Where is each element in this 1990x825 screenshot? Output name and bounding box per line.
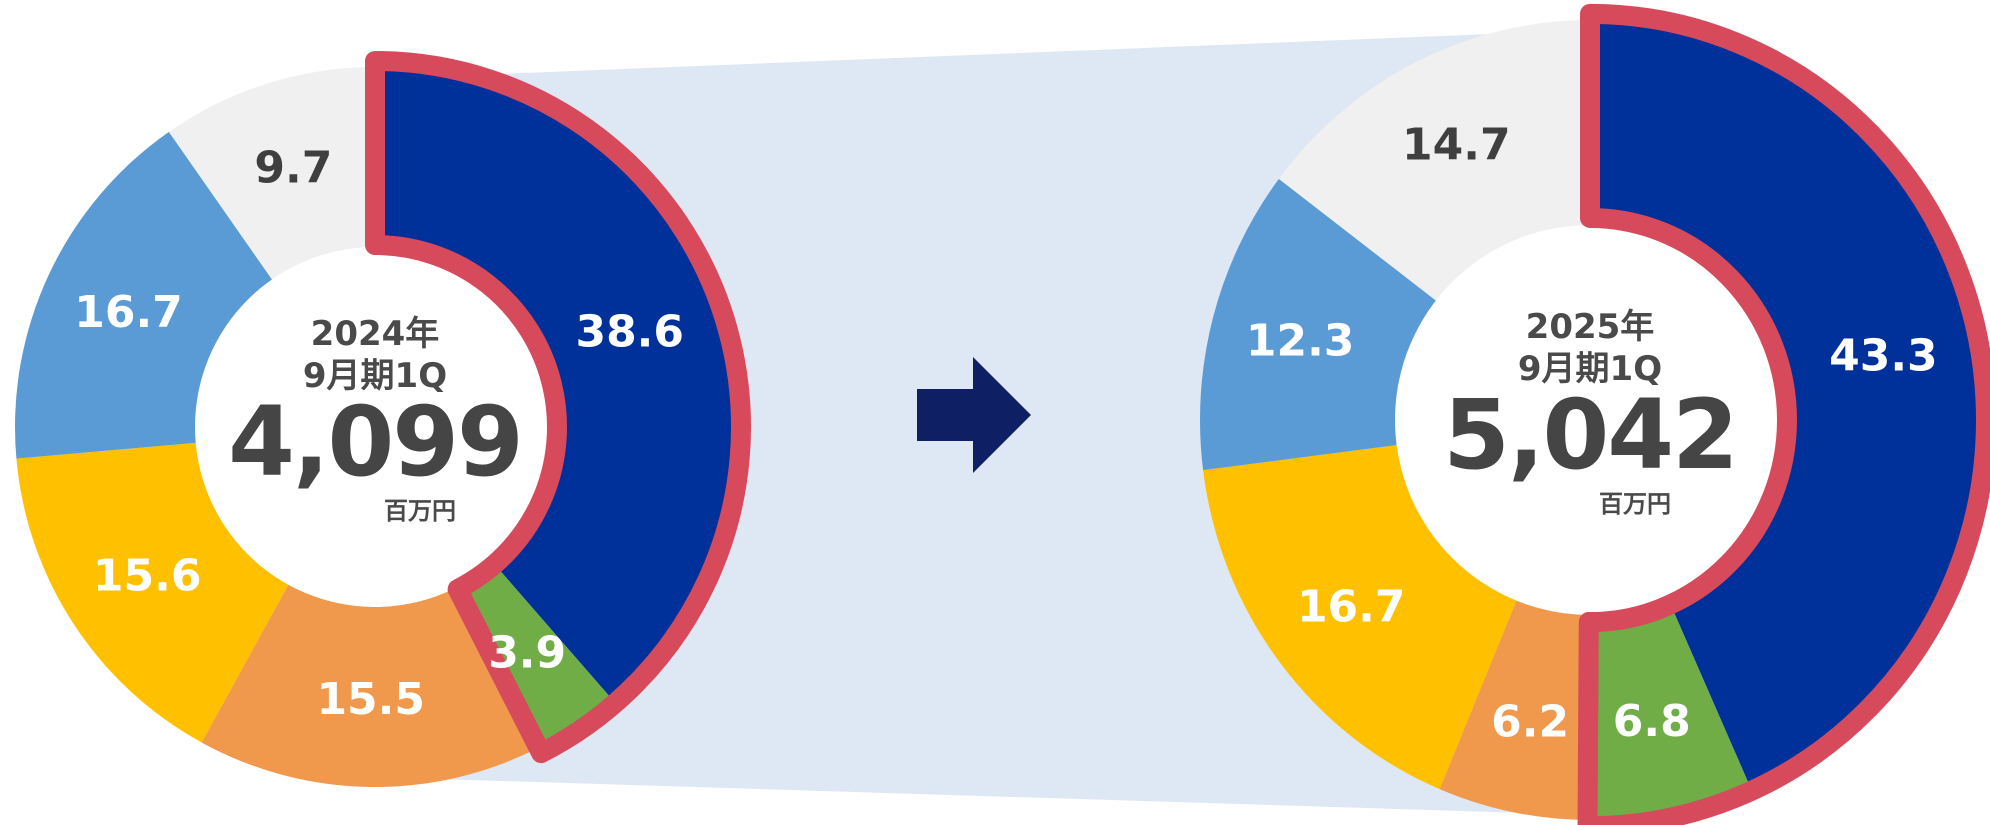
donut-hole <box>1395 225 1785 615</box>
right-arrow-icon <box>917 357 1031 473</box>
center-total-value: 4,099 <box>228 386 522 498</box>
donut-hole <box>195 247 555 607</box>
slice-value-label: 6.8 <box>1613 696 1691 747</box>
slice-value-label: 9.7 <box>254 143 332 194</box>
slice-value-label: 38.6 <box>575 307 684 358</box>
slice-value-label: 43.3 <box>1829 331 1938 382</box>
highlight-outline <box>365 51 751 764</box>
slice-value-label: 16.7 <box>74 287 183 338</box>
slice-value-label: 15.5 <box>316 674 425 725</box>
slice-value-label: 3.9 <box>488 627 566 678</box>
slice-value-label: 14.7 <box>1402 120 1511 171</box>
highlight-outline <box>1577 3 1990 825</box>
center-unit: 百万円 <box>384 497 456 525</box>
center-unit: 百万円 <box>1599 490 1671 518</box>
donut-chart-2025: 43.3 6.8 6.2 16.7 12.3 14.7 2025年 9月期1Q 5,042… <box>1200 3 1990 825</box>
donut-chart-2024: 38.6 3.9 15.5 15.6 16.7 9.7 2024年 9月期1Q 4,099… <box>14 51 751 787</box>
center-period-quarter: 9月期1Q <box>1518 349 1662 389</box>
slice-value-label: 6.2 <box>1491 696 1569 747</box>
slice-value-label: 16.7 <box>1297 581 1406 632</box>
center-period-year: 2025年 <box>1526 307 1655 347</box>
donut-slice <box>201 427 539 787</box>
center-period-quarter: 9月期1Q <box>303 356 447 396</box>
center-period-year: 2024年 <box>311 314 440 354</box>
center-total-value: 5,042 <box>1443 379 1737 491</box>
slice-value-label: 15.6 <box>93 551 202 602</box>
slice-value-label: 12.3 <box>1246 316 1355 367</box>
